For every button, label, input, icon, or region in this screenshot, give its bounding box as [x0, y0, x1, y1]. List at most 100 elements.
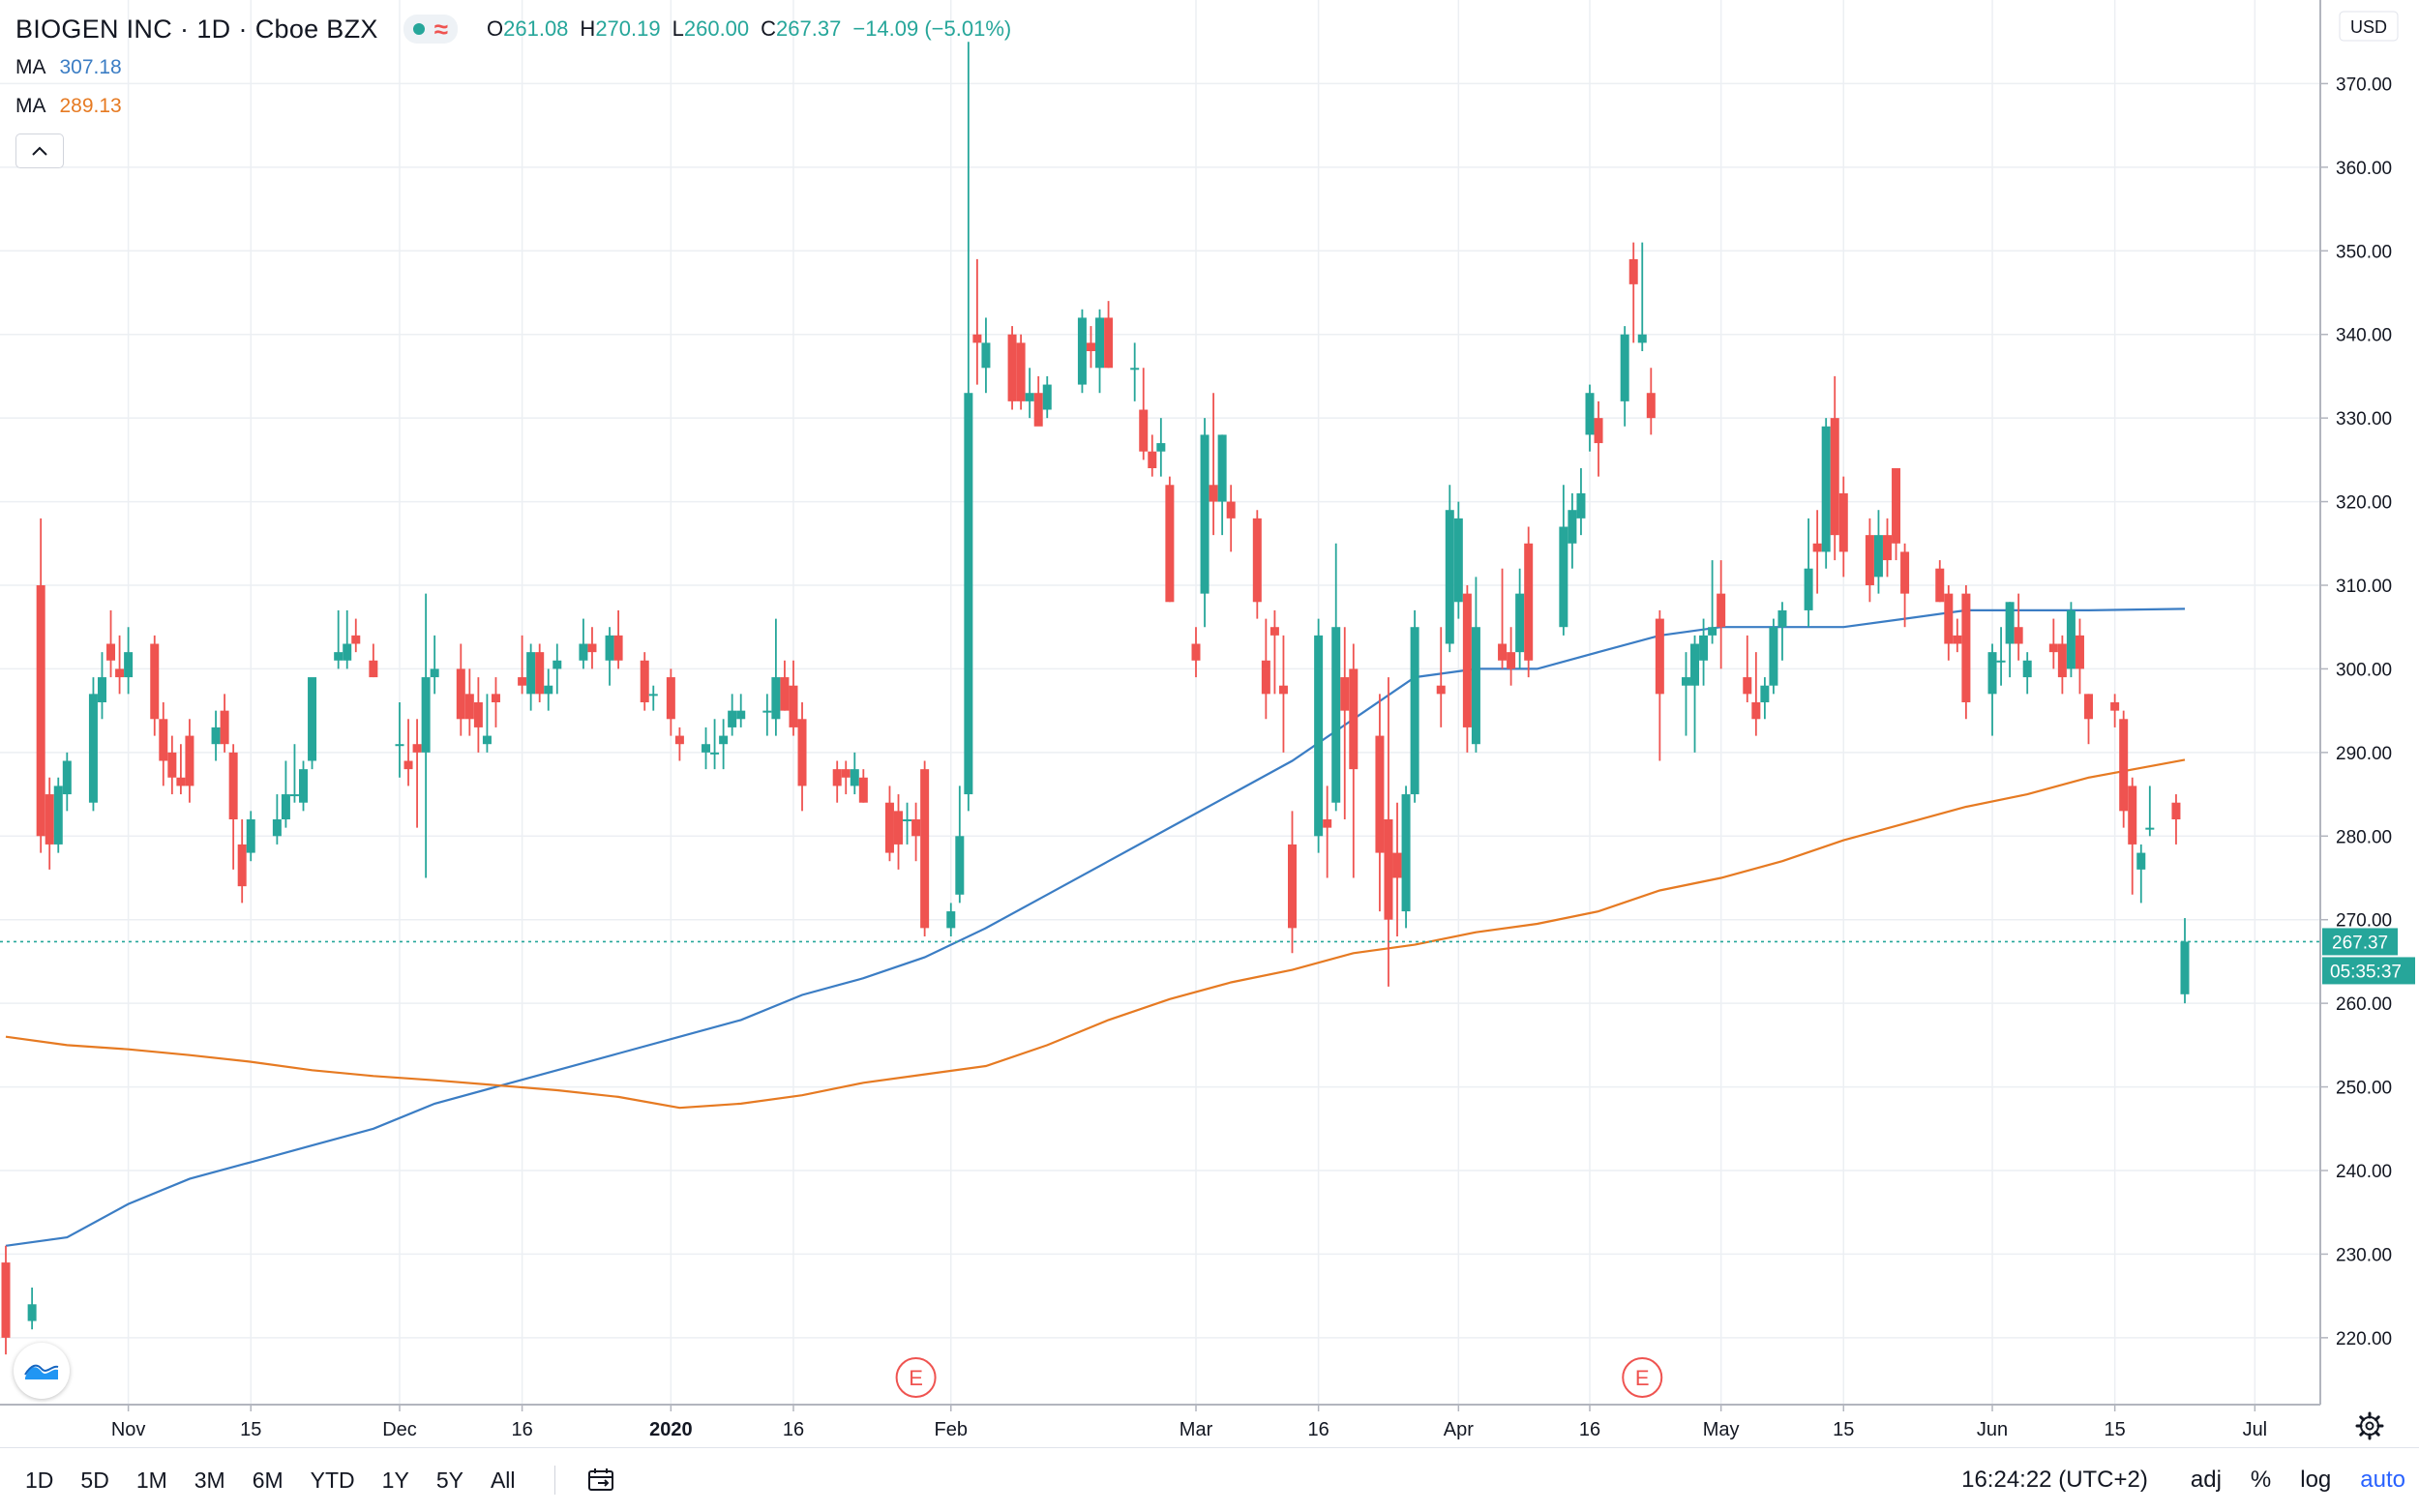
candle [456, 643, 465, 736]
clock-timezone[interactable]: 16:24:22 (UTC+2) [1961, 1467, 2148, 1493]
candle-body [1996, 660, 2006, 663]
range-5d-button[interactable]: 5D [80, 1467, 109, 1493]
candle-body [1086, 342, 1095, 351]
candle [920, 760, 930, 936]
range-3m-button[interactable]: 3M [194, 1467, 225, 1493]
candle [1453, 501, 1463, 619]
candle [1708, 560, 1717, 644]
candle [613, 609, 623, 669]
candle [2075, 618, 2084, 695]
range-1y-button[interactable]: 1Y [381, 1467, 409, 1493]
price-axis[interactable]: 220.00 230.00 240.00 250.00 260.00 270.00 280.… [2319, 0, 2415, 1405]
candle-body [841, 769, 851, 778]
candle-body [1209, 485, 1218, 502]
candle-body [1139, 409, 1149, 452]
currency-badge-box [2339, 11, 2399, 42]
candle [351, 618, 361, 653]
candle-body [53, 786, 63, 845]
gear-icon [2355, 1411, 2384, 1440]
candle-body [1471, 627, 1480, 745]
candle-body [850, 769, 859, 786]
range-all-button[interactable]: All [490, 1467, 516, 1493]
candle-body [1769, 627, 1778, 686]
candle [403, 719, 413, 786]
auto-scale-toggle[interactable]: auto [2360, 1467, 2405, 1493]
candle [579, 618, 588, 669]
candle [1042, 375, 1052, 419]
range-6m-button[interactable]: 6M [252, 1467, 284, 1493]
candle-body [894, 811, 904, 845]
candle [728, 694, 737, 736]
adjust-dividends-toggle[interactable]: adj [2190, 1467, 2222, 1493]
symbol-name[interactable]: BIOGEN INC [15, 14, 173, 44]
candle [1524, 526, 1534, 678]
candle-body [2136, 852, 2146, 870]
candle-body [1410, 627, 1419, 795]
candle-body [2110, 702, 2120, 711]
candle-body [2048, 643, 2058, 653]
range-1d-button[interactable]: 1D [25, 1467, 54, 1493]
range-ytd-button[interactable]: YTD [310, 1467, 355, 1493]
candle [710, 719, 720, 770]
candle-body [1384, 819, 1393, 920]
bar-countdown-tag: 05:35:37 [2322, 957, 2415, 985]
candle-body [884, 802, 894, 853]
candle [1821, 418, 1831, 569]
range-5y-button[interactable]: 5Y [435, 1467, 463, 1493]
candle [894, 794, 904, 870]
high-value: 270.19 [595, 16, 661, 41]
candle-body [403, 760, 413, 770]
candle-body [1681, 677, 1690, 686]
candle [343, 609, 352, 669]
interval-label[interactable]: 1D [196, 14, 231, 44]
indicator-value: 289.13 [59, 95, 122, 117]
candle [1769, 618, 1778, 695]
candle-body [702, 744, 711, 753]
market-open-dot-icon [412, 23, 425, 35]
candle-body [1655, 618, 1664, 695]
candle-body [1165, 485, 1175, 603]
candle-body [2084, 694, 2094, 720]
candle [1209, 393, 1218, 536]
candle-body [605, 635, 614, 661]
time-tick-label: Dec [382, 1419, 417, 1440]
candle-body [1628, 258, 1638, 284]
candle-body [613, 635, 623, 661]
candle-body [1873, 535, 1883, 578]
log-scale-toggle[interactable]: log [2300, 1467, 2332, 1493]
candle [1865, 518, 1874, 603]
candle-body [343, 643, 352, 661]
candle-body [2005, 602, 2015, 644]
high-label: H [580, 16, 596, 41]
time-tick-label: May [1703, 1419, 1740, 1440]
indicator-ma-1[interactable]: MA 307.18 [15, 48, 1023, 87]
range-1m-button[interactable]: 1M [135, 1467, 167, 1493]
collapse-legend-button[interactable] [15, 133, 64, 168]
candle-body [1961, 593, 1971, 702]
candle [1804, 518, 1813, 628]
candle-body [27, 1304, 37, 1321]
time-axis[interactable]: Nov 15 Dec 16 2020 16 Feb Mar 16 Apr 16 May 15 Jun 15 J… [0, 1404, 2320, 1440]
candle-body [1751, 702, 1761, 720]
candle [45, 777, 54, 870]
indicator-ma-2[interactable]: MA 289.13 [15, 87, 1023, 126]
chart-settings-button[interactable] [2320, 1405, 2419, 1447]
candle [1323, 786, 1332, 878]
go-to-date-button[interactable] [582, 1463, 621, 1497]
tradingview-logo-button[interactable] [14, 1343, 70, 1399]
time-tick-label: 15 [2105, 1419, 2126, 1440]
candle-body [124, 652, 134, 678]
change-value: −14.09 (−5.01%) [852, 16, 1012, 41]
candle-body [1445, 510, 1454, 644]
percent-scale-toggle[interactable]: % [2250, 1467, 2272, 1493]
candle-body [1944, 593, 1954, 644]
candle [605, 627, 614, 686]
price-tick-label: 250.00 [2336, 1079, 2392, 1099]
candle [2005, 602, 2015, 678]
toolbar-divider [553, 1466, 555, 1495]
candle [1576, 468, 1586, 536]
market-status-badge[interactable]: ≈ [403, 15, 458, 44]
price-tick-label: 360.00 [2336, 159, 2392, 179]
candle [124, 627, 134, 695]
